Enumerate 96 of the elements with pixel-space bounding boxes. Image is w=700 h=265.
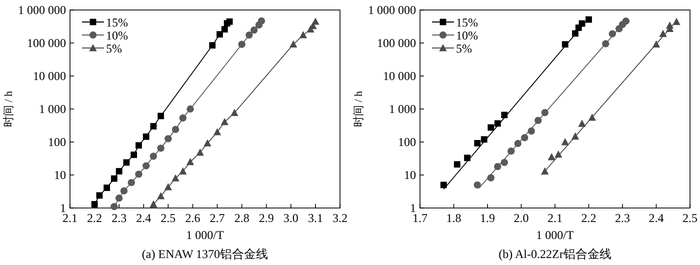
legend-label: 15%: [106, 16, 128, 30]
point: [258, 17, 266, 25]
point: [250, 26, 258, 34]
x-tick-label: 2.3: [615, 211, 630, 225]
point: [186, 105, 194, 113]
point: [130, 152, 138, 158]
x-axis-title: 1 000/T: [536, 228, 574, 242]
x-tick-label: 2.6: [185, 211, 200, 225]
x-tick-label: 2.2: [581, 211, 596, 225]
point: [172, 126, 180, 134]
point: [622, 18, 630, 25]
point: [213, 128, 222, 136]
legend-label: 15%: [456, 16, 478, 30]
y-axis-title: 时间 / h: [2, 90, 15, 128]
x-tick-label: 2.9: [258, 211, 274, 225]
point: [454, 161, 460, 168]
point: [226, 18, 233, 25]
y-tick-label: 10: [54, 168, 66, 182]
point: [128, 178, 135, 186]
point: [150, 200, 158, 208]
legend-label: 10%: [456, 28, 478, 42]
point: [209, 42, 216, 49]
y-tick-label: 100 000: [27, 36, 66, 50]
y-tick-label: 1 000: [389, 102, 416, 116]
point: [150, 152, 158, 160]
point: [474, 181, 481, 189]
x-tick-label: 1.8: [446, 211, 462, 225]
y-tick-label: 10 000: [33, 69, 66, 83]
point: [116, 168, 122, 174]
y-tick-label: 1 000 000: [18, 3, 66, 17]
point: [110, 175, 118, 182]
legend-label: 10%: [106, 28, 128, 42]
x-tick-label: 2.7: [210, 211, 225, 225]
point: [299, 31, 307, 38]
point: [246, 31, 253, 39]
legend-label: 5%: [456, 42, 472, 56]
y-axis-title: 时间 / h: [352, 90, 365, 128]
point: [158, 112, 164, 120]
x-tick-label: 2.4: [648, 211, 664, 225]
x-tick-label: 3.0: [283, 211, 298, 225]
point: [238, 40, 246, 48]
point: [216, 31, 223, 38]
point: [157, 192, 165, 200]
x-tick-label: 2.3: [112, 211, 127, 225]
x-tick-label: 2.8: [234, 211, 250, 225]
point: [142, 162, 150, 170]
x-tick-label: 2.0: [514, 211, 529, 225]
point: [230, 108, 238, 116]
x-tick-label: 2.2: [87, 211, 102, 225]
point: [110, 203, 118, 210]
text: (a) ENAW 1370铝合金线: [142, 247, 268, 261]
point: [150, 123, 157, 130]
point: [179, 114, 187, 122]
point: [561, 138, 569, 146]
y-tick-label: 1 000 000: [368, 3, 416, 17]
x-tick-label: 3.1: [308, 211, 323, 225]
point: [312, 18, 320, 25]
point: [494, 120, 501, 127]
text: (b) Al-0.22Zr铝合金线: [498, 247, 612, 261]
point: [196, 148, 204, 156]
point: [186, 158, 194, 166]
point: [164, 183, 172, 190]
y-tick-label: 10: [404, 168, 416, 182]
point: [179, 167, 187, 174]
y-tick-label: 1 000: [39, 102, 66, 116]
point: [440, 182, 447, 188]
point: [221, 26, 228, 33]
legend-label: 5%: [106, 42, 122, 56]
point: [548, 153, 556, 160]
point: [135, 170, 142, 178]
y-tick-label: 10 000: [383, 69, 416, 83]
x-tick-label: 2.1: [548, 211, 562, 225]
point: [578, 120, 586, 127]
point: [157, 144, 164, 152]
point: [136, 142, 142, 149]
x-tick-label: 2.5: [160, 211, 176, 225]
x-tick-label: 2.4: [136, 211, 152, 225]
point: [104, 184, 110, 191]
point: [464, 154, 470, 162]
point: [488, 124, 494, 131]
point: [164, 135, 172, 142]
y-tick-label: 100: [398, 135, 416, 149]
x-tick-label: 2.5: [682, 211, 698, 225]
point: [474, 140, 481, 146]
point: [290, 40, 298, 48]
y-tick-label: 100 000: [377, 36, 416, 50]
x-tick-label: 3.2: [332, 211, 348, 225]
point: [204, 139, 212, 146]
x-tick-label: 1.9: [480, 211, 495, 225]
point: [115, 194, 123, 202]
point: [120, 187, 128, 194]
y-tick-label: 100: [48, 135, 66, 149]
x-axis-title: 1 000/T: [186, 228, 224, 242]
point: [142, 133, 150, 140]
point: [220, 118, 228, 126]
point: [172, 174, 180, 182]
